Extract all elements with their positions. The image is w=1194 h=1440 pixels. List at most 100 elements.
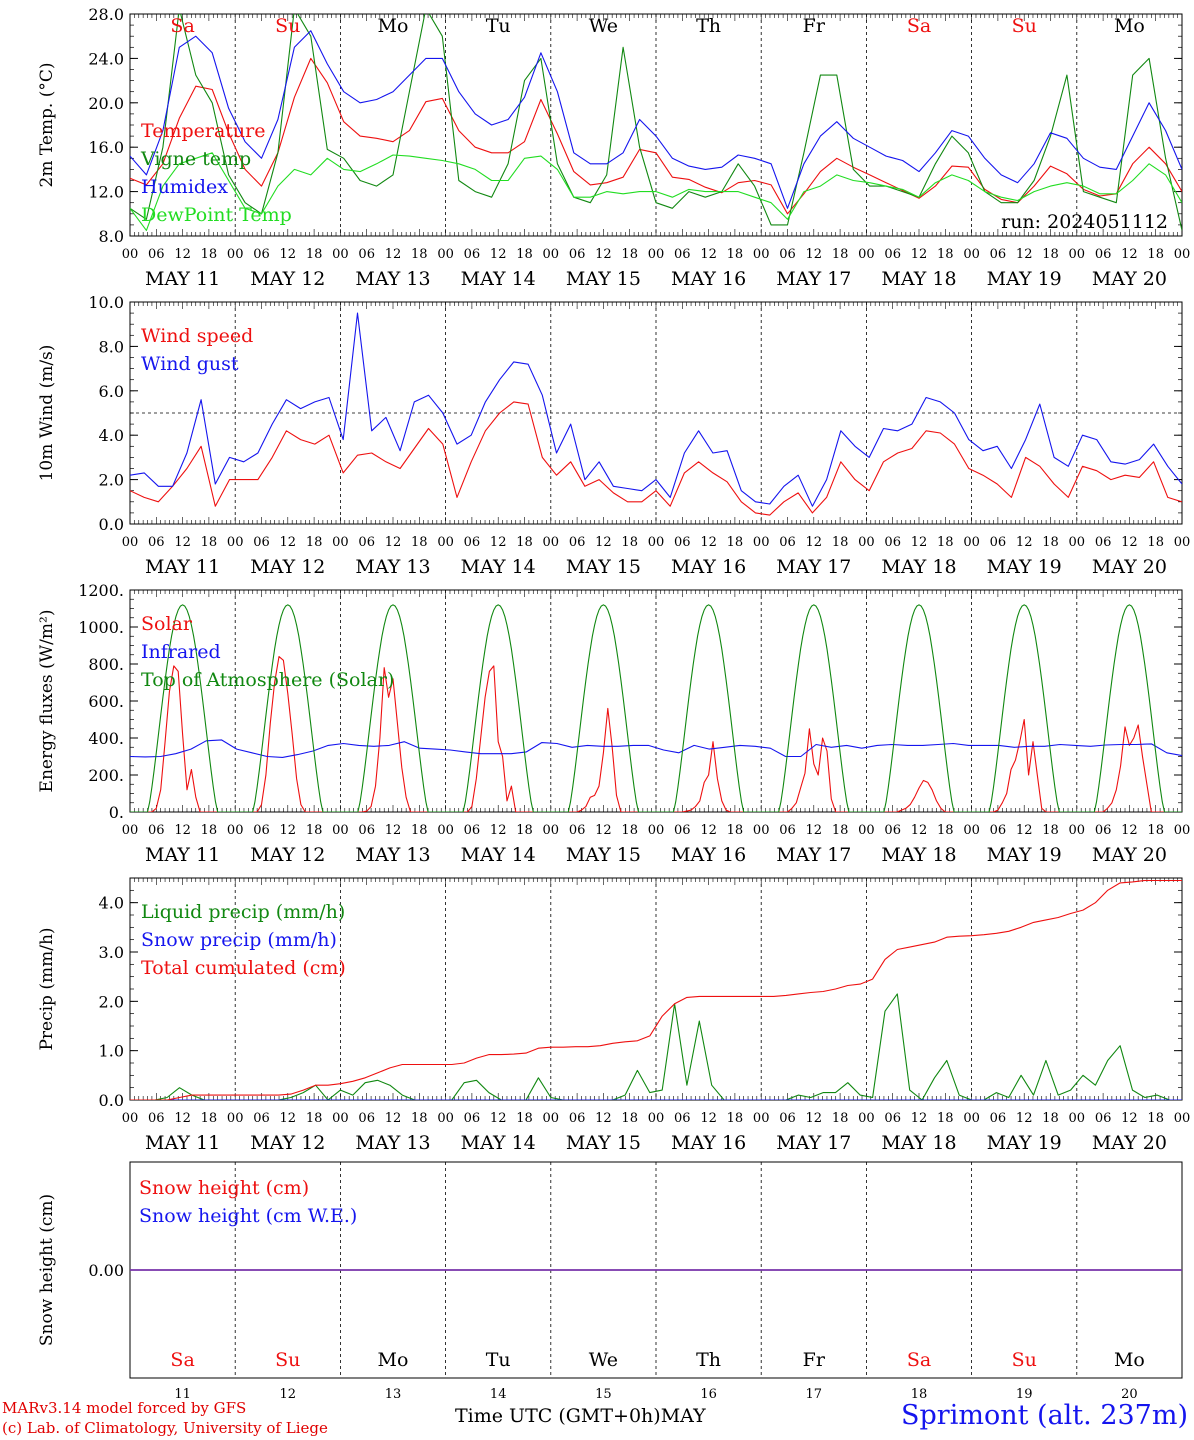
hour-label: 12 [1016, 823, 1033, 838]
hour-label: 12 [1016, 1111, 1033, 1126]
legend-entry: Humidex [141, 176, 228, 198]
hour-label: 00 [648, 1111, 665, 1126]
day-label: MAY 14 [461, 1132, 536, 1154]
hour-label: 12 [174, 535, 191, 550]
day-label: MAY 12 [250, 556, 325, 578]
hour-label: 18 [832, 1111, 849, 1126]
series-dewpoint-temp [130, 152, 1182, 231]
day-number: 13 [385, 1387, 402, 1402]
hour-label: 06 [674, 1111, 691, 1126]
hour-label: 12 [1121, 535, 1138, 550]
series-vigne-temp [130, 14, 1182, 231]
hour-label: 00 [753, 1111, 770, 1126]
day-number: 15 [595, 1387, 612, 1402]
hour-label: 00 [1069, 247, 1086, 262]
y-axis-title: Snow height (cm) [37, 1194, 57, 1346]
hour-label: 18 [621, 1111, 638, 1126]
hour-label: 00 [227, 535, 244, 550]
day-label: MAY 20 [1092, 844, 1167, 866]
hour-label: 06 [1095, 1111, 1112, 1126]
legend-entry: Snow precip (mm/h) [141, 929, 337, 951]
hour-label: 00 [332, 535, 349, 550]
legend-entry: Snow height (cm) [139, 1177, 309, 1199]
hour-label: 12 [490, 823, 507, 838]
hour-label: 00 [1174, 247, 1191, 262]
hour-label: 12 [595, 247, 612, 262]
hour-label: 06 [1095, 535, 1112, 550]
hour-label: 12 [174, 247, 191, 262]
day-label: MAY 13 [355, 268, 430, 290]
hour-label: 18 [937, 823, 954, 838]
hour-label: 18 [1147, 247, 1164, 262]
hour-label: 00 [858, 247, 875, 262]
hour-label: 12 [911, 823, 928, 838]
weekday-label: We [589, 15, 618, 37]
hour-label: 06 [253, 1111, 270, 1126]
hour-label: 18 [306, 1111, 323, 1126]
weekday-label: Su [1012, 15, 1037, 37]
hour-label: 12 [490, 535, 507, 550]
series-wind-speed [130, 401, 1182, 516]
hour-label: 06 [148, 247, 165, 262]
day-number: 12 [280, 1387, 297, 1402]
day-label: MAY 18 [881, 268, 956, 290]
weekday-label: Mo [378, 15, 409, 37]
panel-3: 0. 200. 400. 600. 800. 1000. 1200. Energy fluxe… [37, 581, 1190, 866]
hour-label: 12 [1121, 247, 1138, 262]
day-label: MAY 12 [250, 1132, 325, 1154]
hour-label: 00 [437, 823, 454, 838]
day-label: MAY 19 [987, 1132, 1062, 1154]
hour-label: 06 [1095, 247, 1112, 262]
hour-label: 00 [963, 535, 980, 550]
hour-label: 06 [358, 1111, 375, 1126]
day-label: MAY 13 [355, 844, 430, 866]
hour-label: 00 [122, 823, 139, 838]
hour-label: 12 [700, 1111, 717, 1126]
legend-entry: Total cumulated (cm) [141, 957, 346, 979]
hour-label: 18 [1042, 1111, 1059, 1126]
hour-label: 06 [358, 535, 375, 550]
day-label: MAY 12 [250, 268, 325, 290]
legend-entry: Solar [141, 613, 193, 635]
station-name: Sprimont (alt. 237m) [901, 1400, 1188, 1431]
hour-label: 18 [727, 247, 744, 262]
panel-2: 0.0 2.0 4.0 6.0 8.0 10.0 10m Wind (m/s) 00 06 12 1… [37, 293, 1190, 578]
series-group [130, 604, 1182, 812]
hour-label: 18 [516, 823, 533, 838]
hour-label: 18 [201, 1111, 218, 1126]
hour-label: 06 [990, 823, 1007, 838]
hour-label: 00 [858, 1111, 875, 1126]
y-tick-label: 1.0 [99, 1042, 124, 1061]
series-group [130, 14, 1182, 231]
day-label: MAY 12 [250, 844, 325, 866]
hour-label: 18 [411, 1111, 428, 1126]
hour-label: 12 [385, 535, 402, 550]
series-liquid-precip-mm-h [130, 993, 1182, 1100]
hour-label: 06 [884, 247, 901, 262]
y-tick-label: 8.0 [99, 337, 124, 356]
hour-label: 00 [753, 247, 770, 262]
day-label: MAY 15 [566, 1132, 641, 1154]
y-tick-label: 0.00 [88, 1261, 124, 1280]
hour-label: 12 [490, 1111, 507, 1126]
hour-label: 06 [253, 247, 270, 262]
hour-label: 18 [1147, 823, 1164, 838]
legend-entry: Temperature [141, 120, 265, 142]
weekday-label: Su [275, 1349, 300, 1371]
hour-label: 12 [911, 535, 928, 550]
y-tick-label: 400. [88, 729, 124, 748]
hour-label: 18 [727, 535, 744, 550]
y-axis-title: Precip (mm/h) [37, 927, 57, 1050]
series-group [130, 312, 1182, 516]
hour-label: 00 [648, 535, 665, 550]
hour-label: 00 [332, 823, 349, 838]
hour-label: 18 [306, 535, 323, 550]
hour-label: 00 [122, 1111, 139, 1126]
hour-label: 00 [1069, 823, 1086, 838]
hour-label: 00 [122, 535, 139, 550]
hour-label: 06 [358, 823, 375, 838]
hour-label: 06 [464, 823, 481, 838]
hour-label: 06 [1095, 823, 1112, 838]
y-tick-label: 20.0 [88, 94, 124, 113]
x-axis-title: Time UTC (GMT+0h)MAY [455, 1405, 706, 1427]
